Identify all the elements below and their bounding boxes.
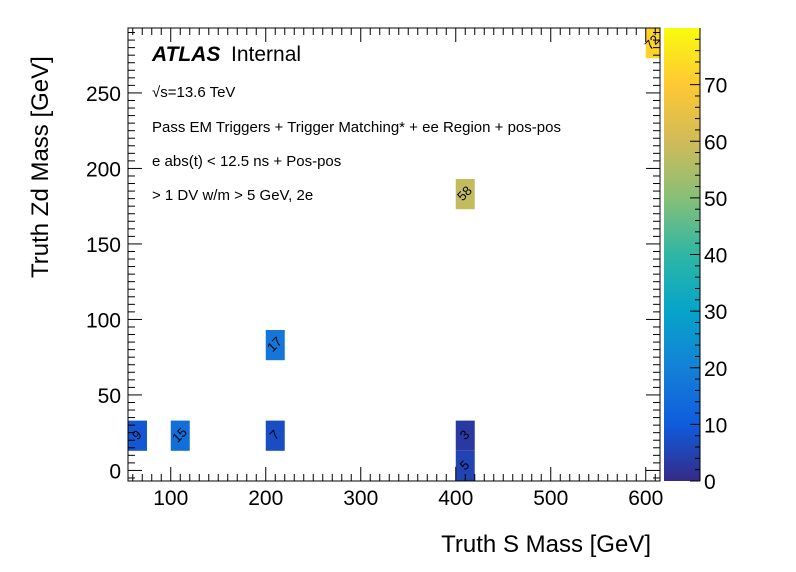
color-bar-tick-label: 60 — [704, 131, 727, 154]
x-axis-label: Truth S Mass [GeV] — [441, 531, 651, 558]
annotation-block: ATLAS Internal √s=13.6 TeV Pass EM Trigg… — [151, 43, 561, 204]
heatmap-cell — [170, 420, 190, 451]
x-tick-label: 300 — [343, 487, 378, 510]
x-tick-label: 400 — [438, 487, 473, 510]
color-bar: 0 10 20 30 40 50 60 70 — [664, 28, 727, 494]
y-tick-label: 150 — [86, 234, 121, 257]
y-tick-label: 200 — [86, 158, 121, 181]
selection-line-1: Pass EM Triggers + Trigger Matching* + e… — [152, 119, 561, 136]
x-tick-label: 200 — [248, 487, 283, 510]
selection-line-2: e abs(t) < 12.5 ns + Pos-pos — [152, 153, 341, 170]
y-axis-label: Truth Zd Mass [GeV] — [27, 56, 54, 278]
heatmap-cell — [455, 450, 475, 481]
y-tick-label: 250 — [86, 83, 121, 106]
y-axis: 0 50 100 150 200 250 — [86, 32, 660, 483]
heatmap-cell — [265, 420, 285, 451]
x-axis: 100 200 300 400 500 600 — [132, 28, 663, 510]
color-bar-axis: 0 10 20 30 40 50 60 70 — [690, 28, 727, 494]
heatmap-cell — [645, 28, 660, 59]
y-tick-label: 0 — [109, 460, 121, 483]
color-bar-tick-label: 0 — [704, 471, 716, 494]
atlas-internal-label: Internal — [231, 43, 301, 66]
energy-label: √s=13.6 TeV — [152, 84, 235, 101]
color-bar-tick-label: 70 — [704, 75, 727, 98]
heatmap-cell — [128, 420, 147, 451]
color-bar-tick-label: 20 — [704, 358, 727, 381]
color-bar-tick-label: 40 — [704, 245, 727, 268]
y-tick-label: 50 — [98, 385, 121, 408]
heatmap-cell — [455, 420, 475, 451]
x-tick-label: 100 — [153, 487, 188, 510]
heatmap-cell — [455, 179, 475, 210]
plot-frame — [127, 27, 661, 482]
color-bar-tick-label: 50 — [704, 188, 727, 211]
x-tick-label: 600 — [628, 487, 663, 510]
heatmap-cell — [265, 330, 285, 361]
atlas-label: ATLAS — [151, 43, 220, 66]
y-tick-label: 100 — [86, 309, 121, 332]
color-bar-tick-label: 10 — [704, 414, 727, 437]
x-tick-label: 500 — [533, 487, 568, 510]
color-bar-tick-label: 30 — [704, 301, 727, 324]
selection-line-3: > 1 DV w/m > 5 GeV, 2e — [152, 187, 313, 204]
